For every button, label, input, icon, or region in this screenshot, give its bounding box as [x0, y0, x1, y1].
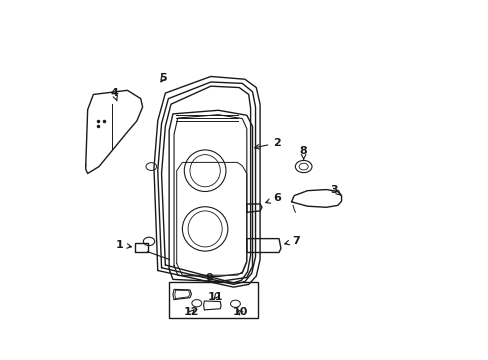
Text: 2: 2: [254, 138, 281, 149]
Text: 3: 3: [329, 185, 340, 195]
Text: 9: 9: [204, 273, 212, 283]
Text: 8: 8: [299, 146, 307, 159]
Text: 10: 10: [232, 307, 247, 317]
Text: 5: 5: [159, 73, 167, 83]
Text: 6: 6: [265, 193, 281, 203]
Bar: [169, 282, 258, 318]
Text: 12: 12: [184, 307, 199, 317]
Text: 1: 1: [116, 240, 131, 250]
Text: 4: 4: [110, 88, 118, 101]
Text: 11: 11: [207, 292, 223, 302]
Text: 7: 7: [284, 235, 299, 246]
